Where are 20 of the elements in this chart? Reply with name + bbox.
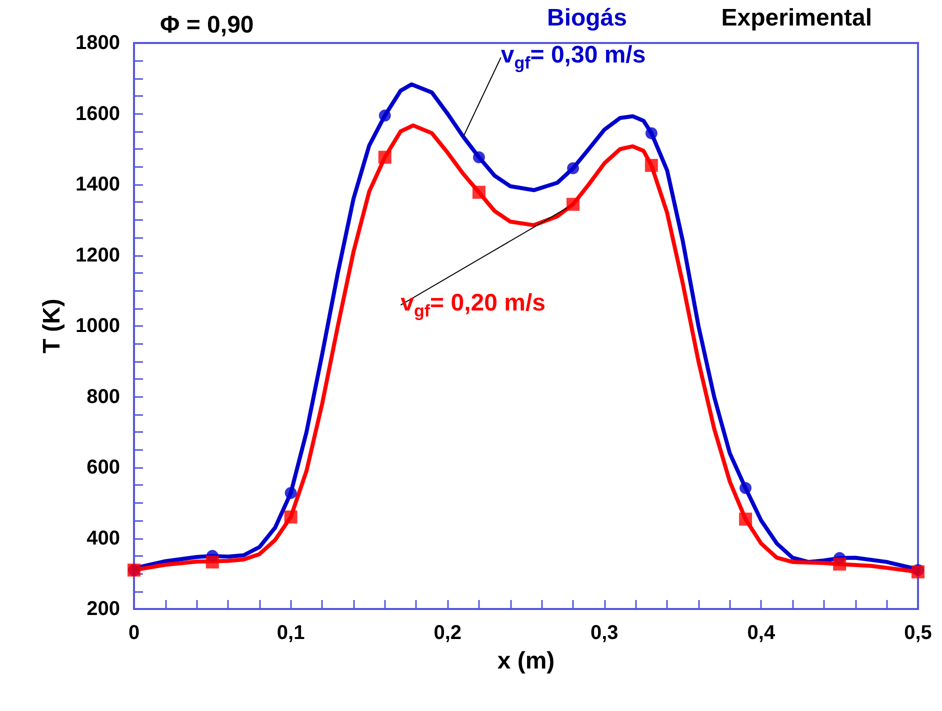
text: Experimental xyxy=(721,4,872,32)
chart-title: Φ = 0,90 xyxy=(160,12,254,38)
x-tick-label: 0,3 xyxy=(590,622,618,644)
x-tick-label: 0,5 xyxy=(904,622,932,644)
y-tick-label: 1200 xyxy=(76,244,120,266)
y-tick-label: 1600 xyxy=(76,102,120,125)
y-tick-label: 600 xyxy=(86,456,120,478)
x-tick-label: 0,1 xyxy=(276,622,305,644)
y-tick-label: 1000 xyxy=(76,315,120,337)
y-tick-label: 1400 xyxy=(76,174,120,196)
y-tick-label: 800 xyxy=(86,386,120,408)
y-tick-label: 1800 xyxy=(76,32,120,54)
x-axis-title: x (m) xyxy=(497,648,555,674)
x-tick-label: 0,2 xyxy=(434,622,462,644)
x-tick-label: 0 xyxy=(128,622,140,644)
x-tick-label: 0,4 xyxy=(747,622,776,644)
text: Biogás xyxy=(546,4,627,32)
y-tick-label: 400 xyxy=(86,527,120,550)
y-axis-title: T (K) xyxy=(38,298,66,354)
y-tick-label: 200 xyxy=(86,598,120,620)
